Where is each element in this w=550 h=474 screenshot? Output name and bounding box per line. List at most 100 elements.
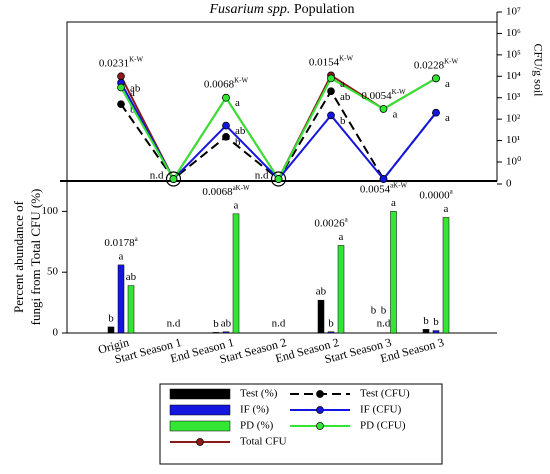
- y2-tick-label: 10¹: [506, 134, 520, 146]
- chart-title: Fusarium spp. Population: [208, 2, 354, 17]
- bar-letter: ab: [316, 286, 327, 298]
- marker: [432, 74, 440, 83]
- legend-label: Test (CFU): [360, 388, 410, 400]
- annotation-sup: K-W: [234, 76, 248, 84]
- bar: [432, 330, 440, 334]
- bar: [212, 332, 220, 334]
- annotation-text: 0.0026: [314, 217, 345, 229]
- point-letter: a: [235, 97, 240, 109]
- annotation: 0.0228K-W: [414, 57, 459, 71]
- point-letter: ab: [340, 91, 351, 103]
- annotation-text: 0.0154: [309, 56, 340, 68]
- annotation: 0.0054K-W: [361, 88, 406, 102]
- legend-marker: [316, 406, 324, 414]
- bar: [317, 299, 325, 334]
- y2-tick-label: 10²: [506, 113, 521, 125]
- bar: [222, 331, 230, 334]
- bar-letter: b: [423, 315, 429, 327]
- y2-tick-label: 10⁰: [506, 156, 522, 168]
- annotation: 0.0231K-W: [99, 55, 144, 69]
- bar: [232, 213, 240, 334]
- annotation-text: 0.0054: [360, 183, 391, 195]
- bar-letter: a: [339, 231, 344, 243]
- annotation-text: 0.0000: [419, 189, 450, 201]
- annotation-text: 0.0054: [361, 89, 392, 101]
- marker: [327, 87, 335, 96]
- annotation-text: 0.0178: [104, 236, 135, 248]
- y-axis-label: Percent abundance of: [11, 200, 26, 313]
- nd-label: n.d: [377, 318, 391, 330]
- annotation: 0.0000a: [419, 187, 453, 201]
- legend-label: Test (%): [240, 388, 278, 400]
- annotation-sup: K-W: [129, 55, 143, 63]
- y-tick-label: 100: [42, 205, 59, 217]
- legend-swatch: [169, 404, 231, 416]
- annotation-sup: K-W: [339, 54, 353, 62]
- nd-circle: [270, 171, 287, 187]
- marker: [327, 111, 335, 120]
- legend-label: IF (%): [240, 404, 269, 416]
- marker: [169, 175, 178, 183]
- marker: [222, 121, 230, 130]
- bar-letter: b: [371, 305, 377, 317]
- annotation-text: 0.0231: [99, 57, 129, 69]
- annotation: 0.0054aK-W: [360, 181, 408, 195]
- y-tick-label: 50: [47, 266, 59, 278]
- legend-label: PD (CFU): [360, 420, 406, 432]
- annotation-text: 0.0068: [202, 185, 233, 197]
- annotation: 0.0068aK-W: [202, 183, 250, 197]
- bar-letter: a: [444, 203, 449, 215]
- bar-letter: b: [381, 305, 387, 317]
- marker: [117, 72, 125, 81]
- point-letter: a: [130, 87, 135, 99]
- bar-letter: b: [213, 318, 219, 330]
- annotation-text: 0.0228: [414, 59, 445, 71]
- bar-letter: a: [234, 199, 239, 211]
- line: [120, 89, 437, 181]
- bar-letter: a: [391, 197, 396, 209]
- bar: [390, 211, 397, 334]
- annotation-sup: a: [345, 215, 349, 223]
- point-letter: a: [340, 78, 345, 90]
- legend-marker: [196, 438, 204, 446]
- nd-label: n.d: [150, 170, 164, 182]
- marker: [432, 108, 440, 117]
- bar: [127, 285, 135, 334]
- y2-axis-label: CFU/g soil: [531, 43, 545, 97]
- bar: [442, 217, 450, 334]
- y-tick-label: 0: [53, 327, 59, 339]
- bar: [422, 329, 430, 334]
- y2-tick-label: 10⁴: [506, 70, 521, 82]
- annotation: 0.0178a: [104, 235, 138, 249]
- legend-label: Total CFU: [240, 436, 287, 448]
- title-italic: Fusarium spp.: [208, 2, 290, 17]
- marker: [379, 105, 388, 113]
- marker: [117, 100, 125, 109]
- bar-letter: a: [119, 250, 124, 262]
- bar: [107, 326, 115, 334]
- y2-tick-label: 0: [506, 178, 512, 190]
- bar: [327, 331, 335, 334]
- y2-tick-label: 10⁶: [506, 27, 521, 39]
- marker: [222, 93, 230, 102]
- legend-marker: [316, 390, 324, 398]
- bar-letter: ab: [126, 271, 137, 283]
- y2-tick-label: 10⁷: [506, 6, 521, 18]
- nd-label: n.d: [255, 170, 269, 182]
- legend-swatch: [169, 420, 231, 432]
- annotation-sup: K-W: [392, 88, 406, 96]
- bar-letter: ab: [221, 317, 232, 329]
- legend-label: IF (CFU): [360, 404, 402, 416]
- legend-label: PD (%): [240, 420, 274, 432]
- title-rest: Population: [290, 2, 354, 17]
- annotation-sup: K-W: [444, 57, 458, 65]
- point-letter: a: [393, 108, 398, 120]
- y-axis-label: fungi from Total CFU (%): [28, 189, 43, 326]
- legend-marker: [316, 422, 324, 430]
- nd-label: n.d: [167, 318, 181, 330]
- nd-label: n.d: [272, 318, 286, 330]
- point-letter: b: [235, 136, 241, 148]
- bar-letter: b: [108, 312, 114, 324]
- point-letter: ab: [130, 82, 141, 94]
